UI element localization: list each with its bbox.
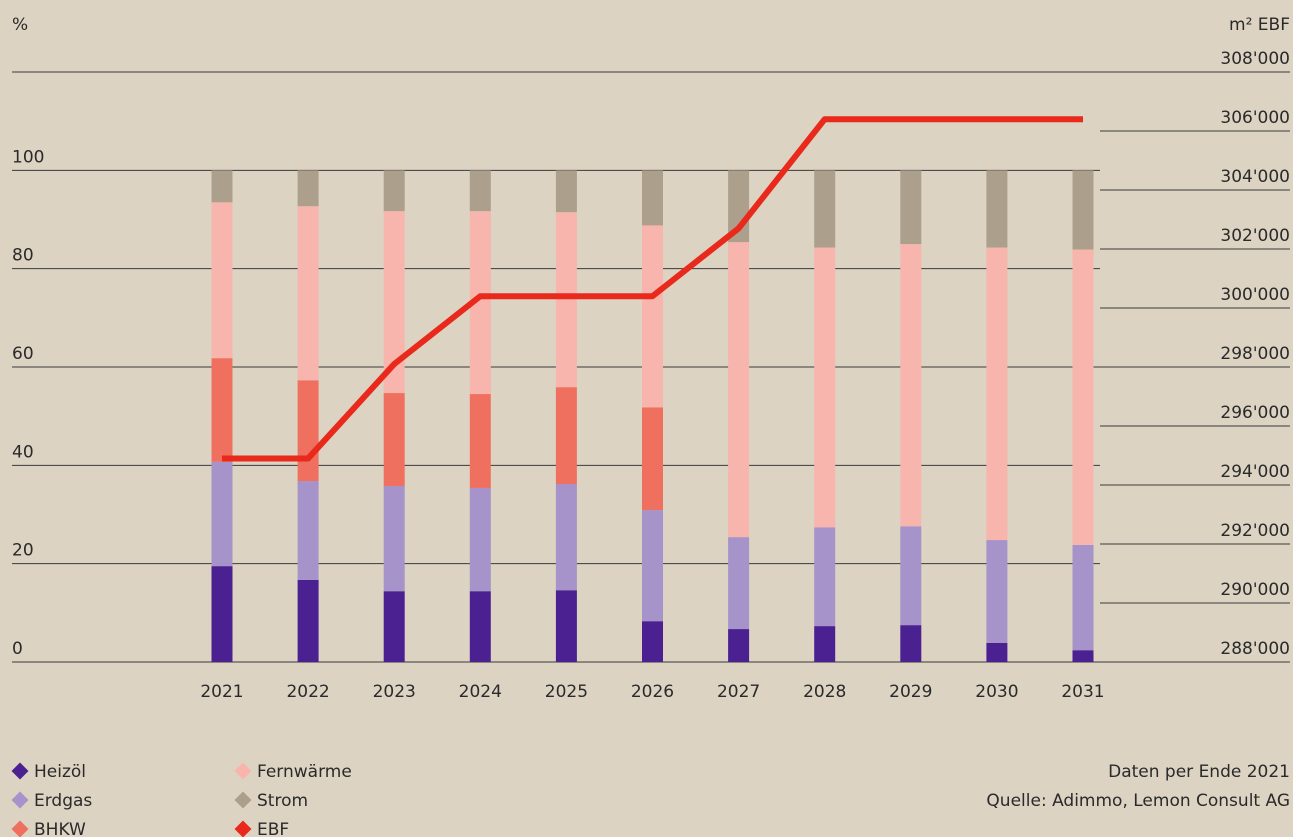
y-tick-label: 60 xyxy=(12,344,34,364)
bar-segment xyxy=(986,247,1008,541)
bar-segment xyxy=(297,170,319,207)
legend-marker xyxy=(11,820,29,837)
bar-segment xyxy=(383,485,405,592)
bar-segment xyxy=(555,170,577,213)
x-tick-label: 2027 xyxy=(717,682,760,702)
bar-segment xyxy=(986,170,1008,248)
legend-label: EBF xyxy=(257,820,289,837)
bar-segment xyxy=(986,642,1008,662)
y-tick-label: 20 xyxy=(12,541,34,561)
y2-tick-label: 306'000 xyxy=(1220,108,1290,128)
note: Daten per Ende 2021 xyxy=(1108,762,1290,782)
bar-segment xyxy=(642,170,663,226)
legend-label: Fernwärme xyxy=(257,762,352,782)
y2-tick-label: 302'000 xyxy=(1220,226,1290,246)
bar-segment xyxy=(555,212,577,388)
x-tick-label: 2025 xyxy=(545,682,588,702)
y-tick-label: 0 xyxy=(12,639,23,659)
x-tick-label: 2031 xyxy=(1061,682,1104,702)
x-tick-label: 2021 xyxy=(200,682,243,702)
legend-marker xyxy=(11,791,29,809)
bar-segment xyxy=(383,170,405,212)
bar-segment xyxy=(469,394,491,488)
legend-label: Erdgas xyxy=(34,791,92,811)
bar-segment xyxy=(814,626,836,662)
x-tick-label: 2023 xyxy=(373,682,416,702)
bar-segment xyxy=(900,526,922,626)
bar-segment xyxy=(814,170,836,248)
bar-segment xyxy=(1072,650,1094,662)
bar-segment xyxy=(383,591,405,662)
bar-segment xyxy=(1072,249,1094,545)
bar-segment xyxy=(728,242,750,538)
y2-tick-label: 298'000 xyxy=(1220,344,1290,364)
bar-segment xyxy=(211,461,233,567)
x-tick-label: 2026 xyxy=(631,682,674,702)
bar-segment xyxy=(1072,544,1094,651)
bar-segment xyxy=(642,510,663,622)
bar-segment xyxy=(555,387,577,485)
x-tick-label: 2030 xyxy=(975,682,1018,702)
bar-segment xyxy=(814,247,836,528)
bar-segment xyxy=(297,481,319,580)
bar-segment xyxy=(469,170,491,212)
y-tick-label: 40 xyxy=(12,442,34,462)
bar-segment xyxy=(211,202,233,359)
bar-segment xyxy=(383,393,405,486)
bar-segment xyxy=(728,537,750,630)
bar-segment xyxy=(642,407,663,511)
y-axis-label: % xyxy=(12,15,28,35)
legend-marker xyxy=(11,762,29,780)
x-tick-label: 2022 xyxy=(286,682,329,702)
y-tick-label: 80 xyxy=(12,246,34,266)
bar-segment xyxy=(211,566,233,662)
bar-segment xyxy=(642,621,663,662)
y2-tick-label: 308'000 xyxy=(1220,49,1290,69)
y-tick-label: 100 xyxy=(12,147,44,167)
bar-segment xyxy=(297,380,319,482)
bar-segment xyxy=(297,579,319,662)
legend-marker xyxy=(234,820,252,837)
bar-segment xyxy=(900,244,922,527)
bar-segment xyxy=(814,527,836,627)
bar-segment xyxy=(211,170,233,203)
y2-tick-label: 294'000 xyxy=(1220,462,1290,482)
bar-segment xyxy=(900,170,922,245)
bar-segment xyxy=(900,625,922,662)
bar-segment xyxy=(469,487,491,592)
legend-marker xyxy=(234,791,252,809)
bar-segment xyxy=(383,211,405,394)
x-tick-label: 2028 xyxy=(803,682,846,702)
legend-label: Heizöl xyxy=(34,762,86,782)
legend-label: Strom xyxy=(257,791,308,811)
bar-segment xyxy=(986,540,1008,643)
bar-segment xyxy=(555,484,577,591)
bar-segment xyxy=(1072,170,1094,250)
x-tick-label: 2029 xyxy=(889,682,932,702)
bar-segment xyxy=(469,591,491,662)
y2-tick-label: 290'000 xyxy=(1220,580,1290,600)
legend-label: BHKW xyxy=(34,820,86,837)
bar-segment xyxy=(297,206,319,381)
bar-segment xyxy=(642,225,663,408)
bar-segment xyxy=(728,629,750,662)
x-tick-label: 2024 xyxy=(459,682,502,702)
y2-tick-label: 288'000 xyxy=(1220,639,1290,659)
y2-tick-label: 300'000 xyxy=(1220,285,1290,305)
y2-tick-label: 304'000 xyxy=(1220,167,1290,187)
note: Quelle: Adimmo, Lemon Consult AG xyxy=(986,791,1290,811)
bar-segment xyxy=(469,211,491,395)
bar-segment xyxy=(211,358,233,462)
y2-axis-label: m² EBF xyxy=(1229,15,1290,35)
legend-marker xyxy=(234,762,252,780)
y2-tick-label: 292'000 xyxy=(1220,521,1290,541)
bar-segment xyxy=(555,590,577,662)
y2-tick-label: 296'000 xyxy=(1220,403,1290,423)
line xyxy=(222,116,1083,462)
